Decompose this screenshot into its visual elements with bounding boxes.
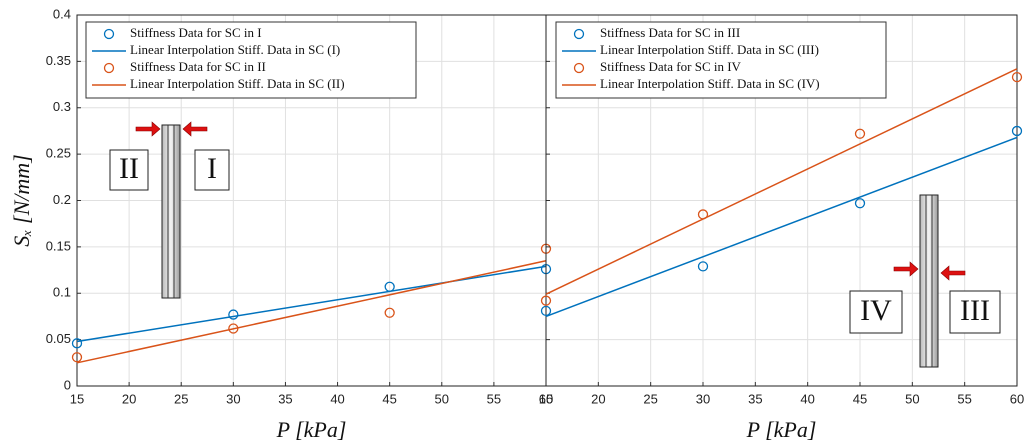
x-tick-label: 35 bbox=[278, 391, 292, 406]
legend-box bbox=[555, 21, 887, 99]
legend: Stiffness Data for SC in III Linear Inter… bbox=[555, 21, 887, 99]
annotation: III bbox=[960, 294, 990, 327]
data-point bbox=[228, 309, 239, 320]
cylinder-icon bbox=[135, 121, 208, 299]
x-tick-label: 60 bbox=[539, 391, 553, 406]
data-point bbox=[71, 338, 83, 349]
data-point bbox=[1011, 71, 1023, 83]
legend-label: Linear Interpolation Stiff. Data in SC (… bbox=[600, 76, 820, 91]
annotation: II bbox=[119, 152, 139, 185]
annotation: I bbox=[207, 152, 217, 185]
plot-frame bbox=[545, 14, 1018, 387]
x-tick-label: 40 bbox=[800, 391, 814, 406]
data-point bbox=[540, 295, 552, 306]
x-tick-label: 45 bbox=[382, 391, 396, 406]
y-tick-label: 0.05 bbox=[46, 331, 71, 346]
annotation: IV bbox=[860, 294, 892, 327]
x-tick-label: 15 bbox=[539, 391, 553, 406]
legend-label: Stiffness Data for SC in IV bbox=[600, 59, 742, 74]
legend-label: Stiffness Data for SC in III bbox=[600, 25, 740, 40]
annotation-box bbox=[849, 290, 903, 334]
y-tick-label: 0.4 bbox=[53, 6, 71, 21]
x-axis-label: P [kPa] bbox=[276, 417, 347, 442]
y-tick-label: 0.1 bbox=[53, 285, 71, 300]
x-tick-label: 55 bbox=[487, 391, 501, 406]
data-point bbox=[71, 352, 83, 363]
y-tick-label: 0.2 bbox=[53, 192, 71, 207]
x-tick-label: 40 bbox=[330, 391, 344, 406]
data-point bbox=[854, 198, 866, 209]
x-tick-label: 30 bbox=[696, 391, 710, 406]
y-tick-label: 0 bbox=[64, 377, 71, 392]
legend-swatch bbox=[573, 28, 585, 40]
icons bbox=[135, 121, 966, 368]
legend-label: Linear Interpolation Stiff. Data in SC (… bbox=[600, 42, 819, 57]
data-point bbox=[697, 261, 709, 272]
x-tick-label: 50 bbox=[905, 391, 919, 406]
x-tick-label: 25 bbox=[643, 391, 657, 406]
x-tick-label: 30 bbox=[226, 391, 240, 406]
x-tick-label: 45 bbox=[853, 391, 867, 406]
legend-box bbox=[85, 21, 417, 99]
y-tick-label: 0.25 bbox=[46, 146, 71, 161]
annotation-box bbox=[109, 149, 149, 191]
legend-label: Linear Interpolation Stiff. Data in SC (… bbox=[130, 42, 340, 57]
x-tick-label: 50 bbox=[435, 391, 449, 406]
annotation-box bbox=[949, 290, 1001, 334]
data-point bbox=[854, 128, 866, 139]
y-tick-label: 0.15 bbox=[46, 238, 71, 253]
legend-swatch bbox=[573, 62, 585, 74]
data-point bbox=[1011, 125, 1023, 137]
legend-swatch bbox=[103, 62, 115, 74]
legend-label: Stiffness Data for SC in II bbox=[130, 59, 266, 74]
x-tick-label: 20 bbox=[122, 391, 136, 406]
x-tick-label: 60 bbox=[1010, 391, 1024, 406]
annotation-box bbox=[194, 149, 230, 191]
fit-line bbox=[76, 265, 547, 343]
legend-label: Linear Interpolation Stiff. Data in SC (… bbox=[130, 76, 345, 91]
cylinder-icon bbox=[893, 194, 966, 368]
y-tick-label: 0.3 bbox=[53, 99, 71, 114]
fit-line bbox=[545, 136, 1018, 318]
legend-label: Stiffness Data for SC in I bbox=[130, 25, 262, 40]
legend-swatch bbox=[103, 28, 115, 40]
x-axis-label: P [kPa] bbox=[746, 417, 817, 442]
x-tick-label: 35 bbox=[748, 391, 762, 406]
y-axis-label: Sₓ [N/mm] bbox=[9, 154, 34, 246]
y-tick-label: 0.35 bbox=[46, 53, 71, 68]
data-point bbox=[384, 307, 395, 318]
legend: Stiffness Data for SC in I Linear Interpo… bbox=[85, 21, 417, 99]
x-tick-label: 20 bbox=[591, 391, 605, 406]
fit-line bbox=[545, 68, 1018, 295]
x-tick-label: 15 bbox=[70, 391, 84, 406]
fit-line bbox=[76, 260, 547, 364]
x-tick-label: 25 bbox=[174, 391, 188, 406]
x-tick-label: 55 bbox=[957, 391, 971, 406]
data-point bbox=[540, 305, 552, 317]
